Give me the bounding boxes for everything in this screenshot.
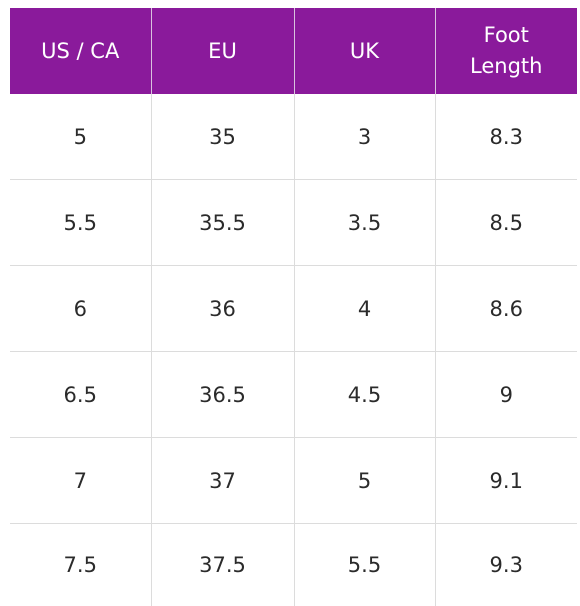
cell-foot-length: 8.5 (435, 180, 577, 266)
cell-uk: 3 (294, 94, 435, 180)
cell-us-ca: 6 (10, 266, 151, 352)
table-row: 6.5 36.5 4.5 9 (10, 352, 577, 438)
cell-uk: 3.5 (294, 180, 435, 266)
cell-uk: 4 (294, 266, 435, 352)
table-row: 5.5 35.5 3.5 8.5 (10, 180, 577, 266)
table-row: 5 35 3 8.3 (10, 94, 577, 180)
header-foot-length-line2: Length (442, 51, 572, 82)
cell-us-ca: 6.5 (10, 352, 151, 438)
cell-eu: 37 (151, 438, 294, 524)
cell-us-ca: 5 (10, 94, 151, 180)
cell-uk: 5.5 (294, 524, 435, 606)
table-row: 7 37 5 9.1 (10, 438, 577, 524)
cell-uk: 5 (294, 438, 435, 524)
cell-us-ca: 7.5 (10, 524, 151, 606)
cell-us-ca: 7 (10, 438, 151, 524)
header-foot-length: Foot Length (435, 8, 577, 94)
table-row: 6 36 4 8.6 (10, 266, 577, 352)
table-row: 7.5 37.5 5.5 9.3 (10, 524, 577, 606)
size-chart-table: US / CA EU UK Foot Length 5 35 3 8.3 5.5… (10, 8, 577, 606)
cell-foot-length: 9 (435, 352, 577, 438)
header-foot-length-line1: Foot (442, 20, 572, 51)
cell-eu: 36.5 (151, 352, 294, 438)
cell-foot-length: 9.3 (435, 524, 577, 606)
header-eu: EU (151, 8, 294, 94)
cell-us-ca: 5.5 (10, 180, 151, 266)
cell-foot-length: 8.3 (435, 94, 577, 180)
cell-foot-length: 9.1 (435, 438, 577, 524)
cell-eu: 35.5 (151, 180, 294, 266)
header-row: US / CA EU UK Foot Length (10, 8, 577, 94)
cell-foot-length: 8.6 (435, 266, 577, 352)
header-uk: UK (294, 8, 435, 94)
cell-eu: 37.5 (151, 524, 294, 606)
cell-eu: 36 (151, 266, 294, 352)
header-us-ca: US / CA (10, 8, 151, 94)
cell-uk: 4.5 (294, 352, 435, 438)
cell-eu: 35 (151, 94, 294, 180)
